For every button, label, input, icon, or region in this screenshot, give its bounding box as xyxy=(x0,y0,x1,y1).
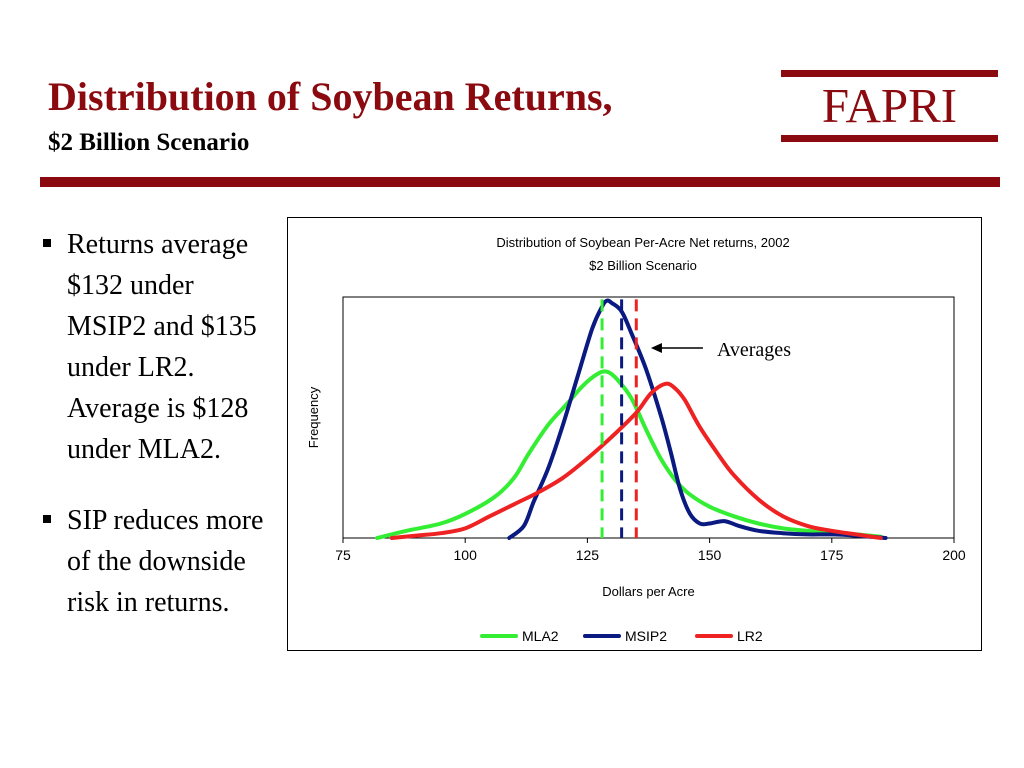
x-tick-label: 125 xyxy=(576,547,600,563)
chart-subtitle: $2 Billion Scenario xyxy=(589,258,697,273)
series-line-lr2 xyxy=(389,381,883,540)
legend-label-msip2: MSIP2 xyxy=(625,628,667,644)
series-line-mla2 xyxy=(375,369,883,540)
plot-area xyxy=(342,296,955,539)
bullet-text: SIP reduces more of the downside risk in… xyxy=(67,505,264,618)
bullet-item: Returns average $132 under MSIP2 and $13… xyxy=(40,224,270,470)
annotation-label: Averages xyxy=(717,339,791,361)
x-axis-label: Dollars per Acre xyxy=(602,584,694,599)
annotation-arrowhead xyxy=(650,343,662,353)
y-axis-label: Frequency xyxy=(306,386,321,448)
slide-subtitle: $2 Billion Scenario xyxy=(48,129,250,156)
title-divider xyxy=(40,177,1000,187)
chart-title: Distribution of Soybean Per-Acre Net ret… xyxy=(496,235,789,250)
bullet-text: Returns average $132 under MSIP2 and $13… xyxy=(67,229,257,465)
square-bullet-icon xyxy=(43,239,51,247)
series-line-msip2 xyxy=(507,298,888,540)
logo-text: FAPRI xyxy=(821,78,958,133)
fapri-logo: FAPRI xyxy=(781,70,998,142)
returns-distribution-chart: Distribution of Soybean Per-Acre Net ret… xyxy=(306,235,966,644)
logo-top-bar xyxy=(781,70,998,77)
x-tick-label: 100 xyxy=(454,547,478,563)
legend-label-lr2: LR2 xyxy=(737,628,763,644)
x-tick-label: 150 xyxy=(698,547,722,563)
bullet-item: SIP reduces more of the downside risk in… xyxy=(40,500,270,623)
x-tick-label: 200 xyxy=(942,547,966,563)
x-tick-label: 175 xyxy=(820,547,844,563)
square-bullet-icon xyxy=(43,515,51,523)
legend-label-mla2: MLA2 xyxy=(522,628,559,644)
chart-frame: Distribution of Soybean Per-Acre Net ret… xyxy=(287,217,982,651)
logo-bottom-bar xyxy=(781,135,998,142)
x-tick-label: 75 xyxy=(335,547,351,563)
slide-title: Distribution of Soybean Returns, xyxy=(48,74,613,119)
bullet-list: Returns average $132 under MSIP2 and $13… xyxy=(40,224,270,653)
